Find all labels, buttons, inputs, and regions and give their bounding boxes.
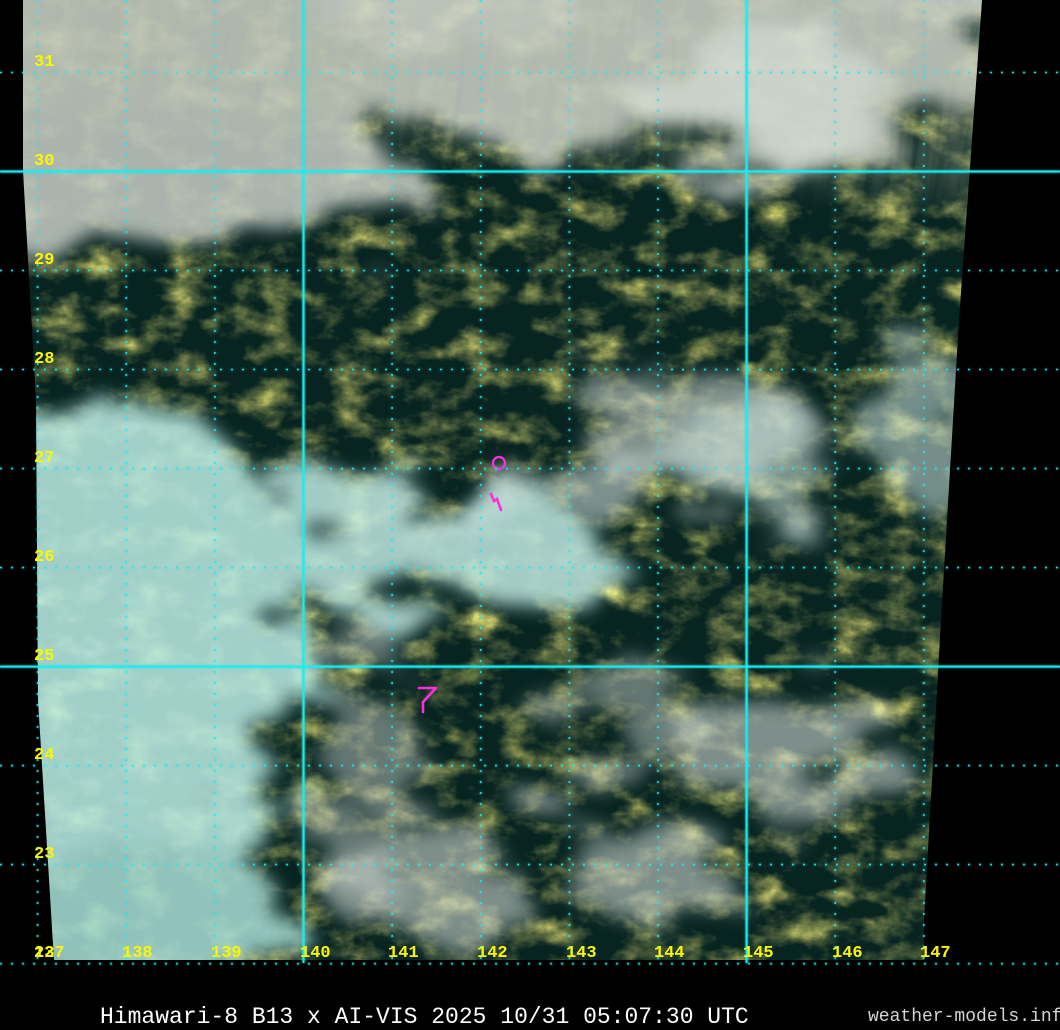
svg-text:23: 23: [34, 845, 54, 864]
svg-text:24: 24: [34, 746, 54, 765]
svg-text:30: 30: [34, 152, 54, 171]
svg-text:142: 142: [477, 944, 508, 963]
svg-text:147: 147: [920, 944, 951, 963]
svg-text:140: 140: [300, 944, 331, 963]
svg-text:141: 141: [388, 944, 419, 963]
svg-text:27: 27: [34, 449, 54, 468]
svg-text:weather-models.info: weather-models.info: [868, 1007, 1060, 1027]
svg-text:25: 25: [34, 647, 54, 666]
svg-text:26: 26: [34, 548, 54, 567]
svg-text:144: 144: [654, 944, 685, 963]
svg-text:139: 139: [211, 944, 242, 963]
svg-text:138: 138: [122, 944, 153, 963]
svg-text:146: 146: [832, 944, 863, 963]
svg-text:145: 145: [743, 944, 774, 963]
svg-text:137: 137: [34, 944, 65, 963]
svg-text:143: 143: [566, 944, 597, 963]
svg-text:31: 31: [34, 53, 54, 72]
svg-text:28: 28: [34, 350, 54, 369]
svg-text:29: 29: [34, 251, 54, 270]
svg-text:Himawari-8 B13 x AI-VIS 2025: Himawari-8 B13 x AI-VIS 2025 10/31 05:07…: [100, 1004, 749, 1030]
